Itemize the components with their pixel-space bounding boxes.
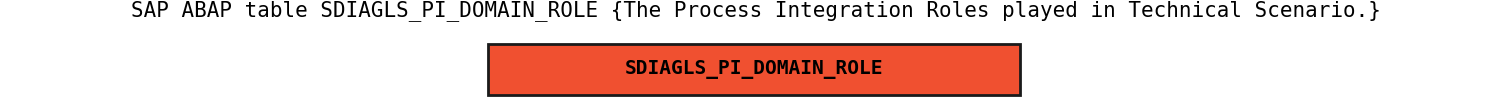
FancyBboxPatch shape [488, 44, 1020, 95]
Text: SAP ABAP table SDIAGLS_PI_DOMAIN_ROLE {The Process Integration Roles played in T: SAP ABAP table SDIAGLS_PI_DOMAIN_ROLE {T… [130, 0, 1381, 21]
Text: SDIAGLS_PI_DOMAIN_ROLE: SDIAGLS_PI_DOMAIN_ROLE [624, 60, 884, 79]
